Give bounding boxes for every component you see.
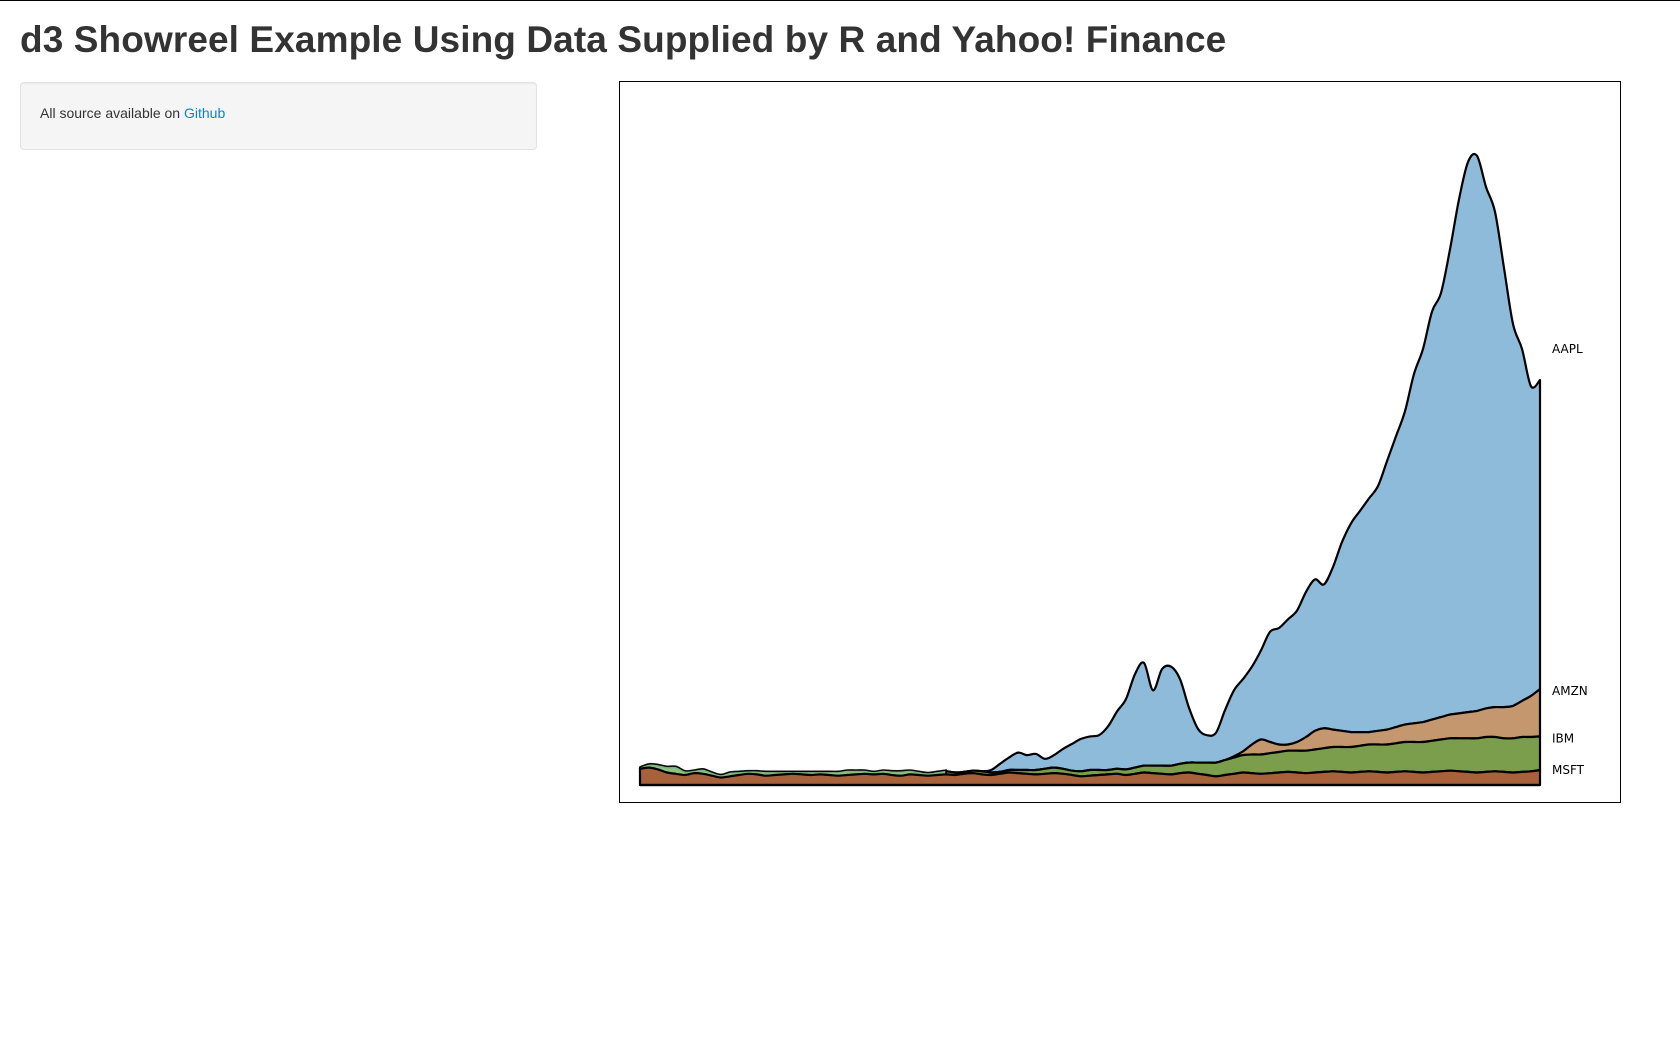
area-aapl xyxy=(638,152,1542,777)
github-link[interactable]: Github xyxy=(183,105,226,121)
chart-canvas: AAPL AMZN IBM MSFT xyxy=(638,152,1588,787)
source-text: All source available on xyxy=(40,105,184,121)
series-label-aapl: AAPL xyxy=(1552,342,1583,356)
stacked-area-chart: AAPL AMZN IBM MSFT xyxy=(619,81,1621,803)
series-label-ibm: IBM xyxy=(1552,731,1574,745)
source-info-panel: All source available on Github xyxy=(20,82,537,150)
page-title: d3 Showreel Example Using Data Supplied … xyxy=(20,19,1227,60)
series-label-amzn: AMZN xyxy=(1552,684,1588,698)
series-label-msft: MSFT xyxy=(1552,763,1585,777)
